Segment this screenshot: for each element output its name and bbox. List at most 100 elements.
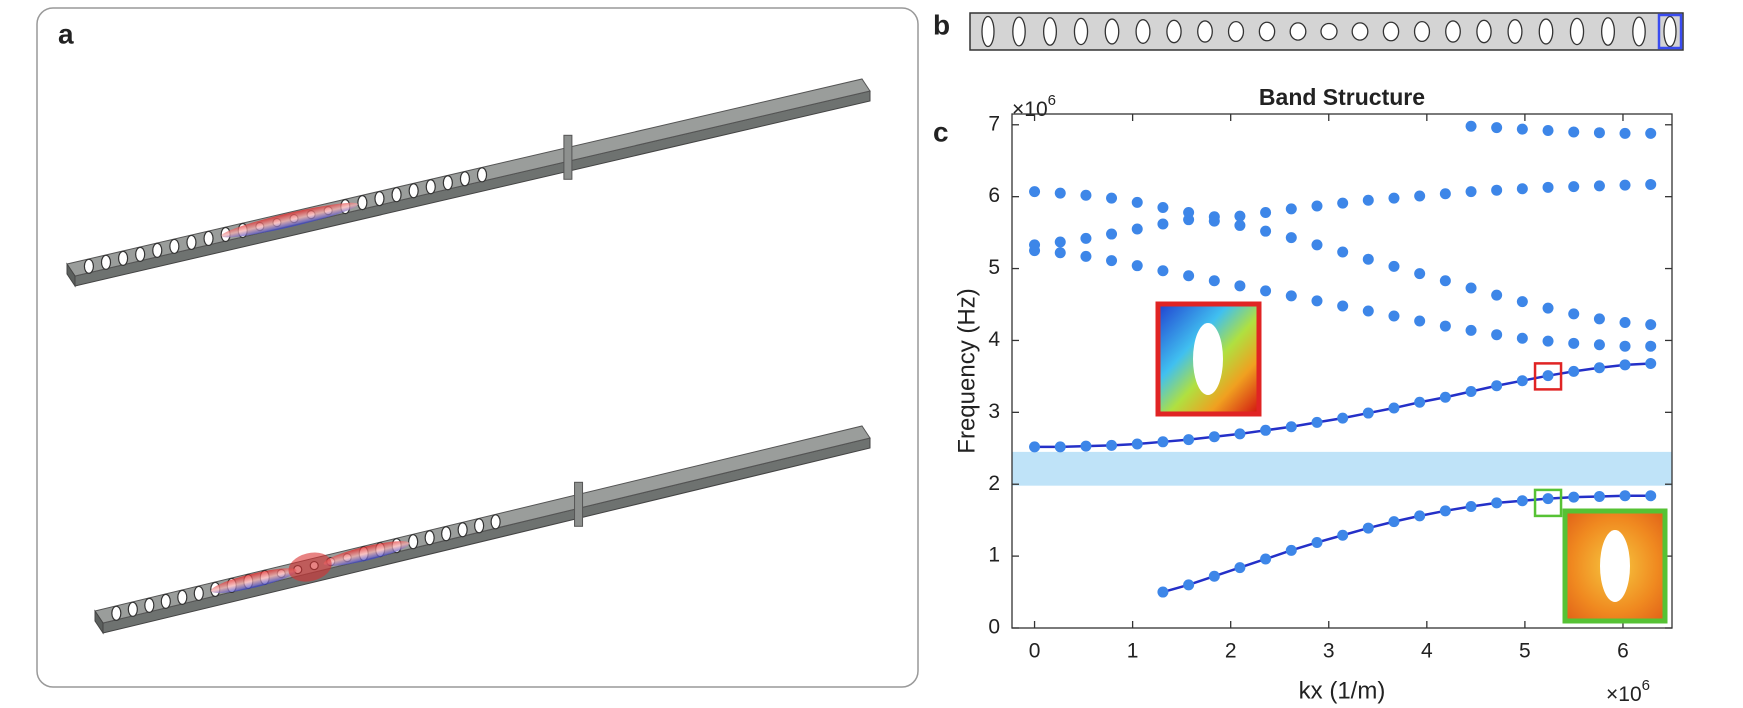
y-tick-label: 1	[988, 544, 1000, 567]
x-multiplier-power: 6	[1642, 677, 1650, 694]
y-tick-label: 0	[988, 616, 1000, 639]
mode-highlight	[1533, 488, 1563, 518]
strip-hole	[1507, 19, 1523, 44]
band-point	[1414, 396, 1426, 408]
beam-hole	[127, 601, 138, 617]
band-point	[1054, 236, 1066, 248]
strip-hole	[1258, 21, 1276, 42]
band-point	[1337, 412, 1349, 424]
x-tick-label: 1	[1127, 640, 1139, 663]
beam-hole	[391, 187, 402, 203]
beam-hole	[144, 597, 155, 613]
x-multiplier-base: ×10	[1606, 683, 1642, 706]
beam-hole	[408, 534, 419, 550]
strip-hole	[1012, 16, 1026, 47]
x-tick-label: 3	[1323, 640, 1335, 663]
band-point	[1619, 316, 1631, 328]
unit-cell-highlight	[1657, 13, 1683, 50]
band-point	[1234, 210, 1246, 222]
strip-hole	[1632, 16, 1646, 47]
band-point	[1568, 365, 1580, 377]
band-point	[1260, 424, 1272, 436]
band-point	[1337, 300, 1349, 312]
strip-hole	[1445, 20, 1461, 43]
band-point	[1568, 181, 1580, 193]
beam-hole	[83, 258, 95, 274]
band-point	[1491, 497, 1503, 509]
band-point	[1465, 120, 1477, 132]
beam-hole	[476, 167, 488, 183]
band-point	[1183, 270, 1195, 282]
strip-hole	[1351, 22, 1369, 41]
band-point	[1362, 407, 1374, 419]
band-point	[1260, 285, 1272, 297]
band-point	[1388, 402, 1400, 414]
beam-hole	[111, 605, 122, 621]
mode-field	[323, 541, 410, 566]
band-point	[1619, 359, 1631, 371]
beam-hole	[169, 238, 180, 255]
band-point	[1157, 218, 1169, 230]
band-point	[1439, 320, 1451, 332]
band-point	[1234, 280, 1246, 292]
band-point	[1080, 232, 1092, 244]
beam-hole	[441, 526, 452, 542]
x-tick-label: 2	[1225, 640, 1237, 663]
y-tick-label: 3	[988, 400, 1000, 423]
band-point	[1311, 239, 1323, 251]
band-point	[1054, 441, 1066, 453]
band-point	[1208, 275, 1220, 287]
band-line	[1034, 362, 1651, 449]
band-point	[1311, 536, 1323, 548]
x-multiplier: ×106	[1606, 677, 1650, 706]
beam-hole	[457, 522, 468, 538]
strip-hole	[1104, 18, 1120, 45]
beam-hole	[100, 254, 112, 270]
band-point	[1568, 126, 1580, 138]
x-tick-label: 5	[1519, 640, 1531, 663]
band-point	[1311, 200, 1323, 212]
band-point	[1645, 178, 1657, 190]
band-point	[1080, 440, 1092, 452]
band-point	[1285, 421, 1297, 433]
band-point	[1491, 329, 1503, 341]
band-point	[1439, 275, 1451, 287]
band-point	[1131, 438, 1143, 450]
beam-hole	[186, 234, 197, 251]
band-point	[1542, 181, 1554, 193]
beam-hole	[408, 183, 419, 199]
strip-hole	[1320, 22, 1338, 41]
band-point	[1465, 186, 1477, 198]
band-point	[1106, 255, 1118, 267]
band-point	[1439, 188, 1451, 200]
band-point	[1029, 239, 1041, 251]
band-point	[1285, 203, 1297, 215]
y-multiplier: ×106	[1012, 92, 1056, 121]
inset-green	[1562, 508, 1668, 624]
band-point	[1516, 375, 1528, 387]
band-point	[1542, 125, 1554, 137]
band-point	[1054, 187, 1066, 199]
band-point	[1542, 302, 1554, 314]
panel-label: a	[58, 18, 74, 49]
band-point	[1491, 380, 1503, 392]
band-point	[1491, 289, 1503, 301]
beam-hole	[357, 195, 368, 211]
band-point	[1131, 196, 1143, 208]
band-point	[1542, 335, 1554, 347]
band-point	[1362, 305, 1374, 317]
panel-a-frame	[36, 7, 919, 688]
band-point	[1234, 562, 1246, 574]
band-point	[1516, 495, 1528, 507]
band-point	[1414, 268, 1426, 280]
band-point	[1362, 253, 1374, 265]
strip-hole	[1135, 19, 1151, 44]
beam-hole	[425, 179, 436, 195]
band-point	[1645, 127, 1657, 139]
beam-tether	[574, 481, 584, 527]
beam-hole	[474, 518, 485, 534]
band-point	[1619, 490, 1631, 502]
band-point	[1260, 553, 1272, 565]
